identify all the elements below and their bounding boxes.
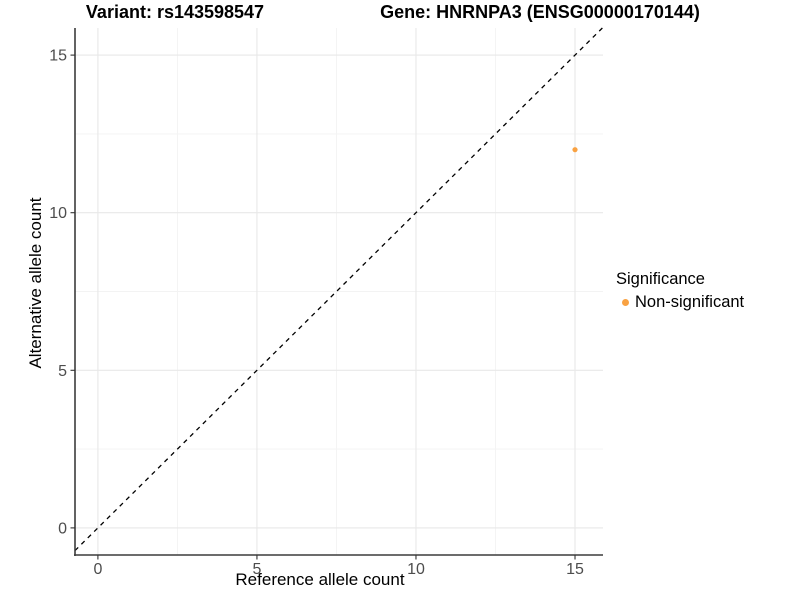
legend: Significance Non-significant	[616, 270, 744, 312]
legend-item: Non-significant	[616, 293, 744, 312]
plot-title-gene: Gene: HNRNPA3 (ENSG00000170144)	[380, 2, 700, 22]
x-axis-tick-label: 0	[93, 561, 102, 578]
plot-title-variant: Variant: rs143598547	[85, 2, 265, 22]
x-axis-tick-label: 15	[566, 561, 584, 578]
identity-reference-line	[74, 27, 603, 552]
legend-item-label: Non-significant	[635, 293, 745, 311]
y-axis-tick-label: 0	[58, 520, 67, 537]
y-axis-tick-label: 10	[49, 205, 67, 222]
legend-title: Significance	[616, 270, 705, 288]
y-axis-tick-label: 15	[49, 48, 67, 65]
y-axis-label: Alternative allele count	[26, 197, 45, 369]
y-axis-tick-label: 5	[58, 363, 67, 380]
x-axis-tick-label: 10	[407, 561, 425, 578]
x-axis-label: Reference allele count	[235, 570, 405, 589]
legend-dot-icon	[622, 299, 629, 306]
data-point	[572, 147, 578, 153]
x-axis-tick-label: 5	[252, 561, 261, 578]
